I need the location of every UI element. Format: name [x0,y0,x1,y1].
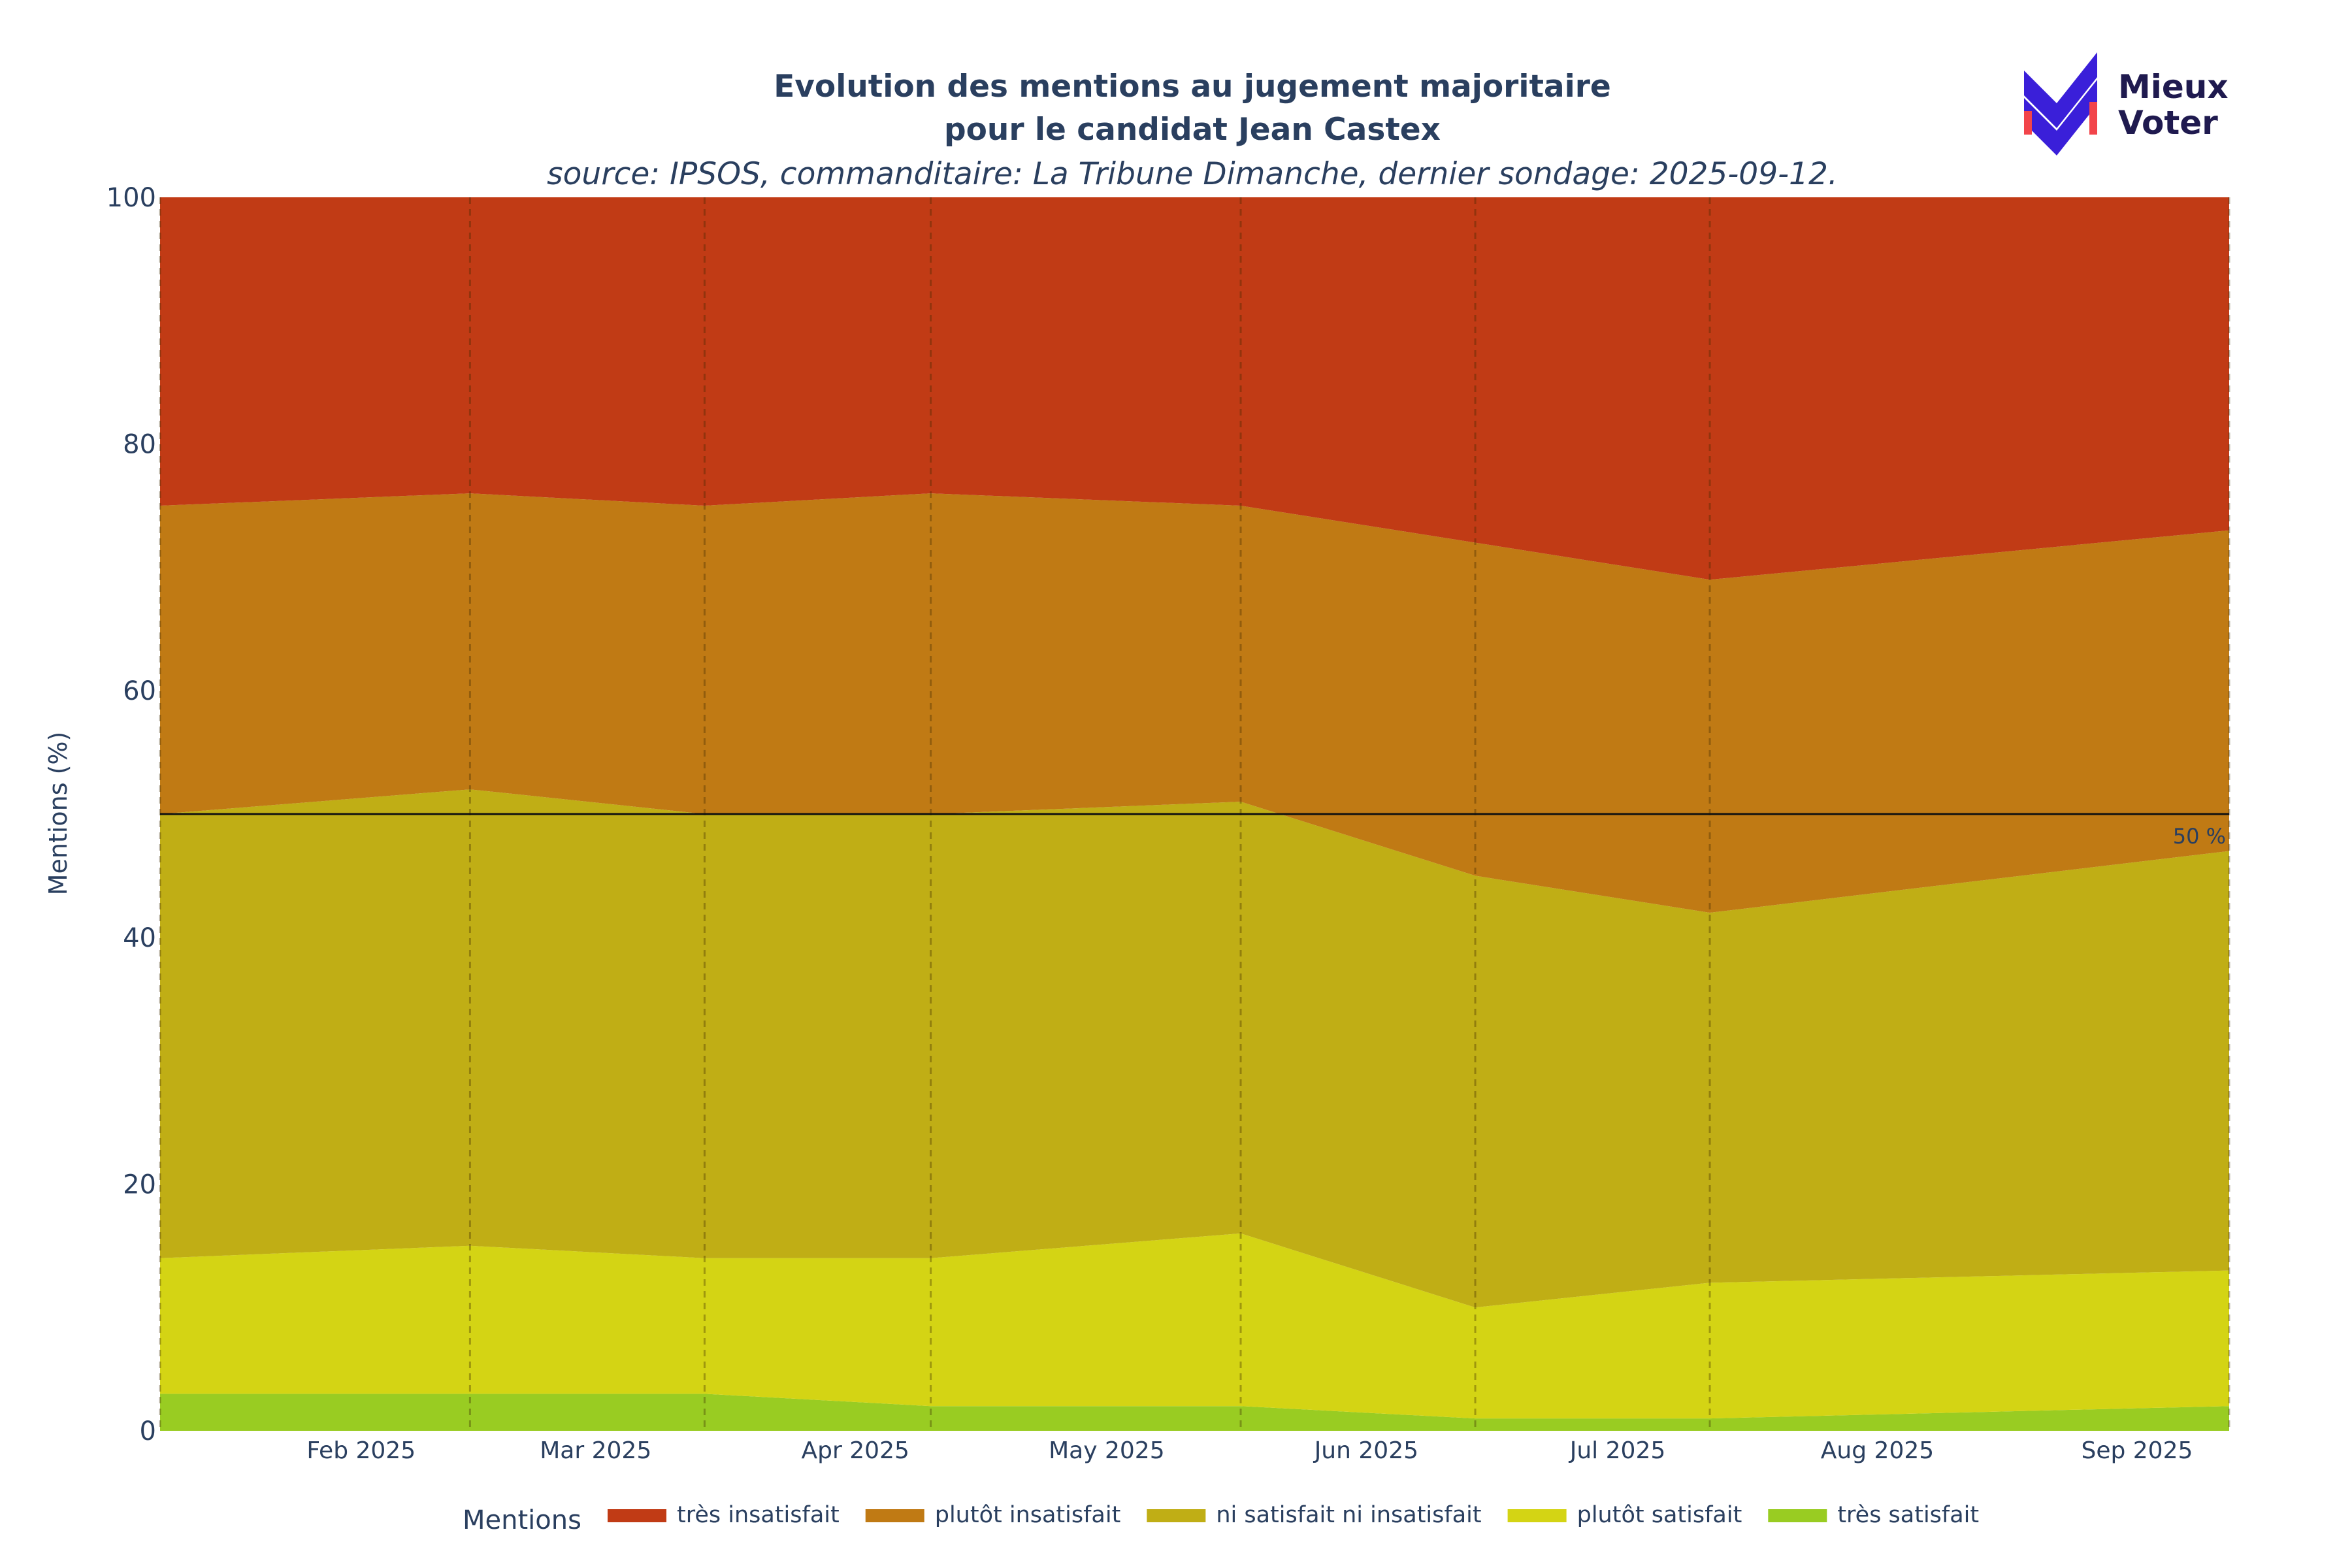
reference-line-label: 50 % [2173,824,2226,849]
legend-swatch [865,1509,924,1522]
y-tick-label: 60 [123,676,156,706]
legend-title: Mentions [463,1505,581,1535]
y-axis-title: Mentions (%) [44,732,73,896]
y-tick-label: 0 [140,1416,156,1446]
x-tick-label: Mar 2025 [540,1437,651,1464]
chart-title-line2: pour le candidat Jean Castex [944,112,1441,148]
chart-title-line1: Evolution des mentions au jugement major… [774,69,1611,105]
legend-item-label: plutôt satisfait [1577,1502,1742,1528]
legend-swatch [1507,1509,1567,1522]
chart-subtitle: source: IPSOS, commanditaire: La Tribune… [547,156,1838,192]
x-tick-label: Apr 2025 [802,1437,909,1464]
x-tick-label: Jul 2025 [1569,1437,1666,1464]
y-tick-label: 40 [123,923,156,953]
logo-check-icon [2024,52,2097,128]
y-tick-label: 100 [106,183,156,213]
x-tick-label: May 2025 [1049,1437,1165,1464]
legend-swatch [1768,1509,1827,1522]
area-series-4 [160,197,2229,580]
legend-swatch [608,1509,666,1522]
legend-swatch [1147,1509,1206,1522]
logo-red-bar-left [2024,111,2032,135]
area-series-1 [160,1233,2229,1419]
logo-check-icon-lower [2024,80,2097,155]
y-axis-ticks: 0 20 40 60 80 100 [106,183,156,1446]
logo-text-line2: Voter [2118,104,2218,142]
area-series-2 [160,789,2229,1308]
legend-item-label: plutôt insatisfait [935,1502,1121,1528]
x-tick-label: Jun 2025 [1313,1437,1418,1464]
y-tick-label: 20 [123,1169,156,1200]
y-tick-label: 80 [123,430,156,460]
legend-item-label: très satisfait [1837,1502,1979,1528]
area-series-3 [160,493,2229,913]
plot-area: 50 % [159,197,2230,1431]
legend-item-label: très insatisfait [677,1502,840,1528]
logo-red-bar-right [2089,102,2097,135]
x-tick-label: Aug 2025 [1821,1437,1934,1464]
x-axis-ticks: Feb 2025 Mar 2025 Apr 2025 May 2025 Jun 2025… [306,1437,2193,1464]
area-series-0 [160,1394,2229,1431]
x-tick-label: Sep 2025 [2081,1437,2193,1464]
x-tick-label: Feb 2025 [306,1437,416,1464]
mieux-voter-logo: Mieux Voter [2024,52,2229,155]
legend: Mentions très insatisfait plutôt insatisf… [463,1502,1979,1535]
logo-text-line1: Mieux [2118,68,2229,106]
legend-item-label: ni satisfait ni insatisfait [1216,1502,1481,1528]
